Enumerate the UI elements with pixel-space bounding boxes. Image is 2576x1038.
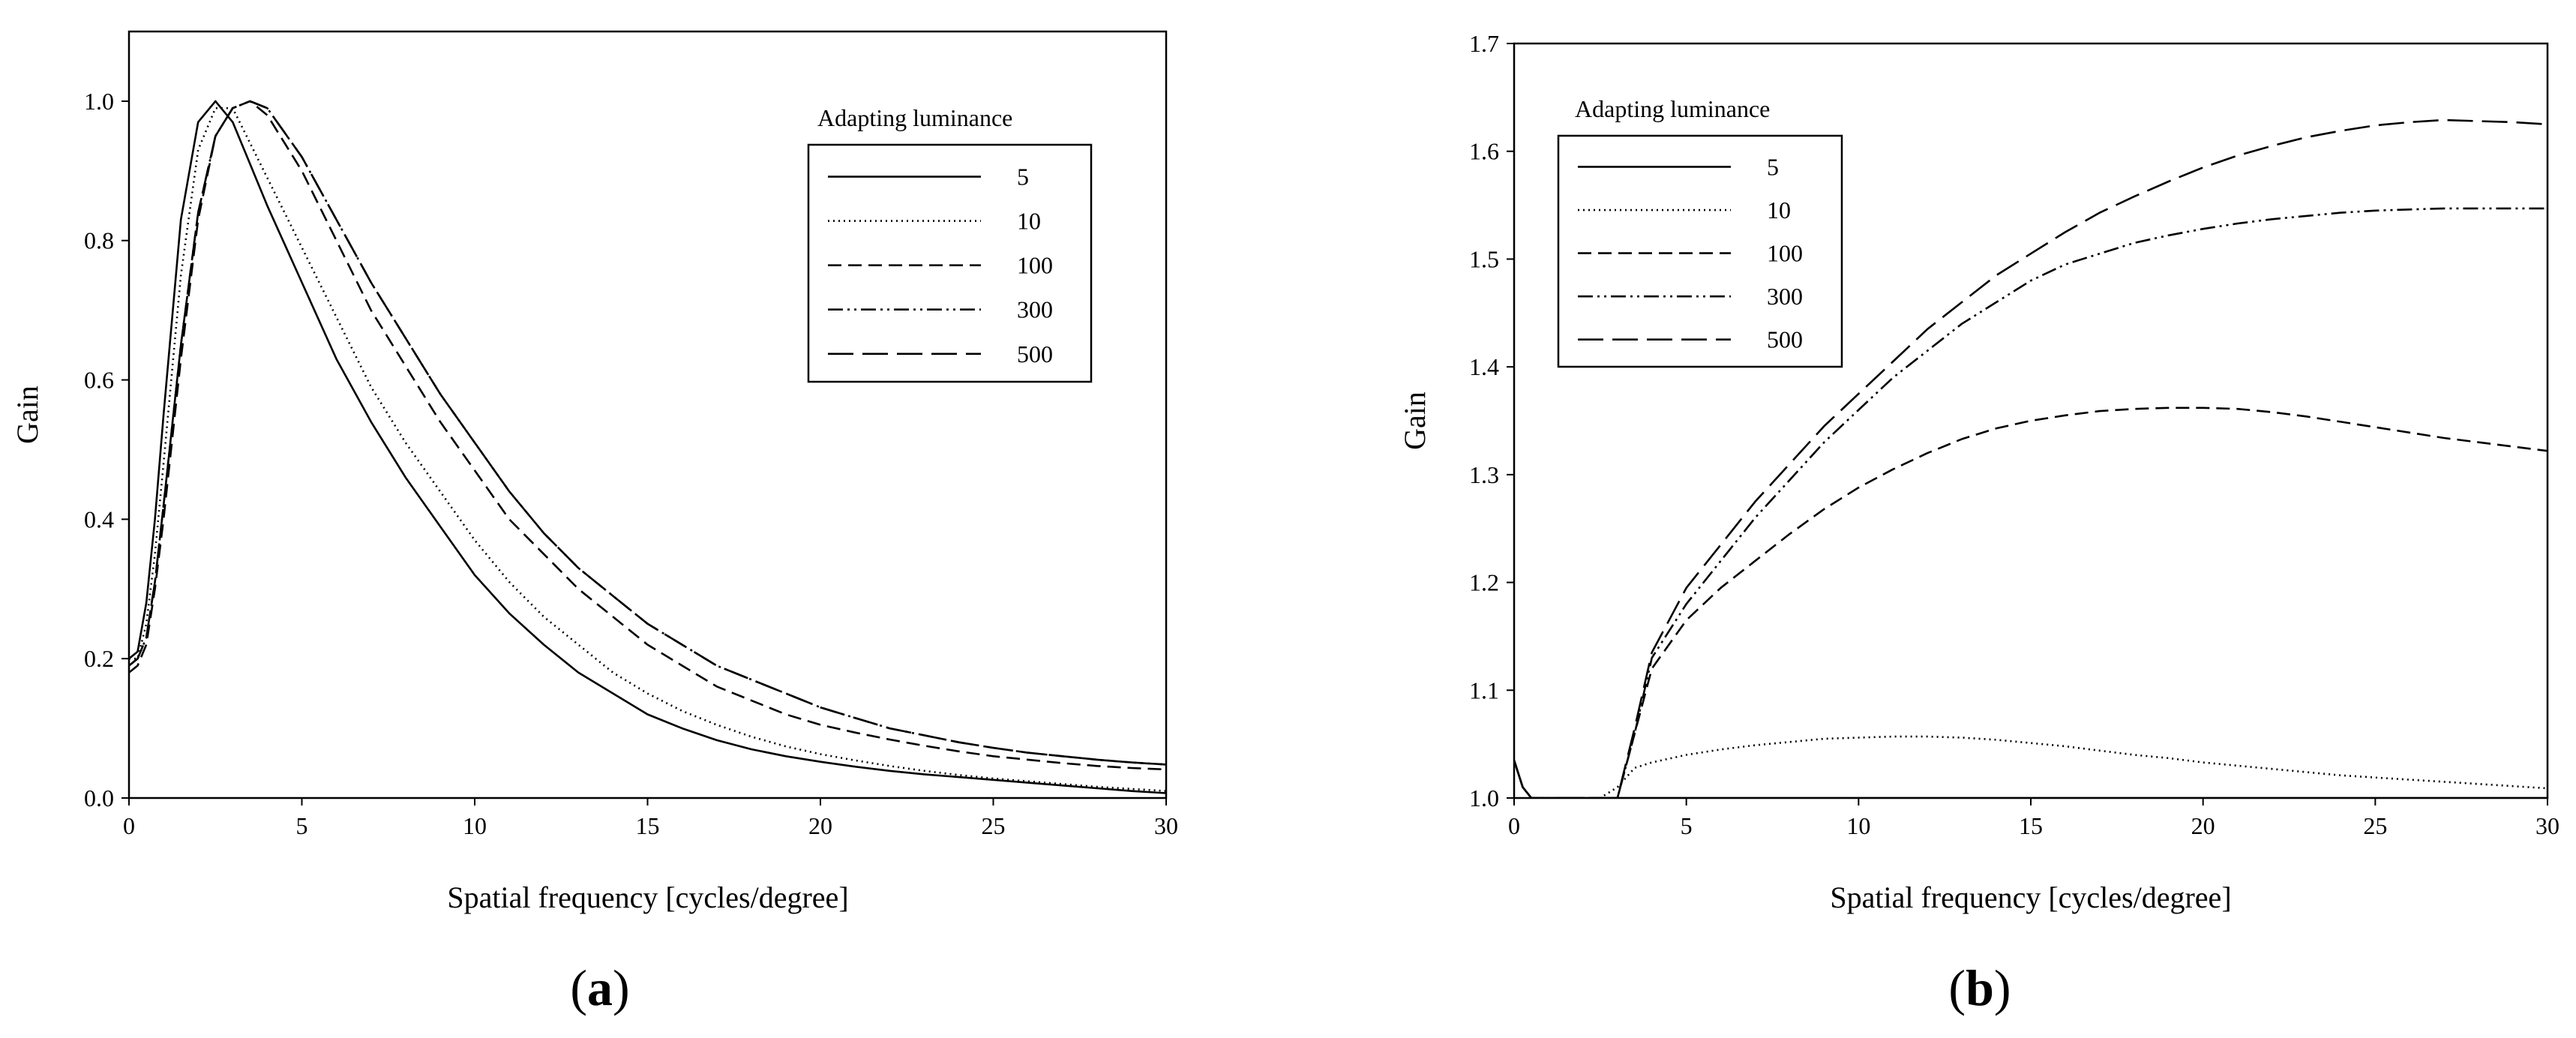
legend-label-100: 100 xyxy=(1767,240,1803,267)
x-tick-label: 30 xyxy=(1154,812,1178,839)
legend-label-500: 500 xyxy=(1767,326,1803,353)
y-tick-label: 1.3 xyxy=(1469,461,1499,488)
panel-label-letter: b xyxy=(1966,959,1994,1016)
series-line-100 xyxy=(1514,406,2548,798)
series-line-500 xyxy=(129,100,1166,766)
panel-label-open: ( xyxy=(1948,959,1966,1016)
x-tick-label: 15 xyxy=(636,812,660,839)
y-tick-label: 1.0 xyxy=(1469,784,1499,812)
x-tick-label: 25 xyxy=(2363,812,2387,839)
x-tick-label: 0 xyxy=(123,812,135,839)
panel-label-open: ( xyxy=(570,959,587,1016)
y-tick-label: 1.4 xyxy=(1469,353,1499,380)
y-tick-label: 0.6 xyxy=(84,367,114,394)
panel-label: (a) xyxy=(570,959,629,1016)
series-line-10 xyxy=(1514,735,2548,798)
panel-label-letter: a xyxy=(587,959,613,1016)
y-tick-label: 1.1 xyxy=(1469,676,1499,704)
y-tick-label: 0.8 xyxy=(84,227,114,254)
x-tick-label: 30 xyxy=(2536,812,2560,839)
chart-a: 0 5 10 15 20 25 30 0.0 0.2 0.4 0.6 0.8 1.0 Spatial fr… xyxy=(10,30,1178,1016)
y-tick-label: 1.7 xyxy=(1469,30,1499,57)
legend-title: Adapting luminance xyxy=(817,104,1012,131)
y-axis-label: Gain xyxy=(1398,392,1432,450)
x-tick-label: 20 xyxy=(808,812,832,839)
x-tick-label: 10 xyxy=(463,812,487,839)
legend-label-5: 5 xyxy=(1017,164,1029,190)
x-axis-label: Spatial frequency [cycles/degree] xyxy=(1830,880,2231,914)
series-group xyxy=(1514,118,2548,798)
legend-box xyxy=(1557,134,1843,368)
x-tick-label: 5 xyxy=(296,812,308,839)
legend-label-300: 300 xyxy=(1767,283,1803,310)
panel-label-close: ) xyxy=(1994,959,2011,1016)
legend-label-100: 100 xyxy=(1017,252,1053,279)
y-axis-label: Gain xyxy=(10,386,44,444)
panel-label: (b) xyxy=(1948,959,2011,1016)
legend-label-500: 500 xyxy=(1017,340,1053,368)
series-group xyxy=(129,100,1166,794)
series-line-500 xyxy=(1514,118,2548,798)
panel-label-close: ) xyxy=(613,959,630,1016)
x-tick-label: 20 xyxy=(2191,812,2215,839)
legend-title: Adapting luminance xyxy=(1575,95,1770,122)
y-tick-label: 0.2 xyxy=(84,645,114,672)
legend-box xyxy=(807,143,1093,383)
x-axis-label: Spatial frequency [cycles/degree] xyxy=(447,880,848,914)
y-tick-label: 0.0 xyxy=(84,784,114,812)
series-line-300 xyxy=(1514,207,2548,798)
legend-label-10: 10 xyxy=(1767,196,1791,224)
y-tick-label: 1.5 xyxy=(1469,245,1499,272)
series-line-5 xyxy=(129,100,1166,794)
x-tick-label: 5 xyxy=(1681,812,1693,839)
y-tick-label: 0.4 xyxy=(84,506,114,532)
y-tick-label: 1.2 xyxy=(1469,569,1499,596)
y-tick-label: 1.6 xyxy=(1469,138,1499,165)
x-tick-label: 10 xyxy=(1846,812,1870,839)
y-tick-label: 1.0 xyxy=(84,88,114,115)
x-tick-label: 15 xyxy=(2019,812,2043,839)
x-tick-label: 25 xyxy=(982,812,1006,839)
series-line-100 xyxy=(129,100,1166,771)
x-tick-label: 0 xyxy=(1508,812,1520,839)
legend-label-10: 10 xyxy=(1017,208,1041,235)
legend-label-5: 5 xyxy=(1767,153,1779,180)
legend-label-300: 300 xyxy=(1017,296,1053,323)
chart-b: 0 5 10 15 20 25 30 1.0 1.1 1.2 1.3 1.4 1.5 1.6 1.7 Spat… xyxy=(1398,30,2560,1016)
